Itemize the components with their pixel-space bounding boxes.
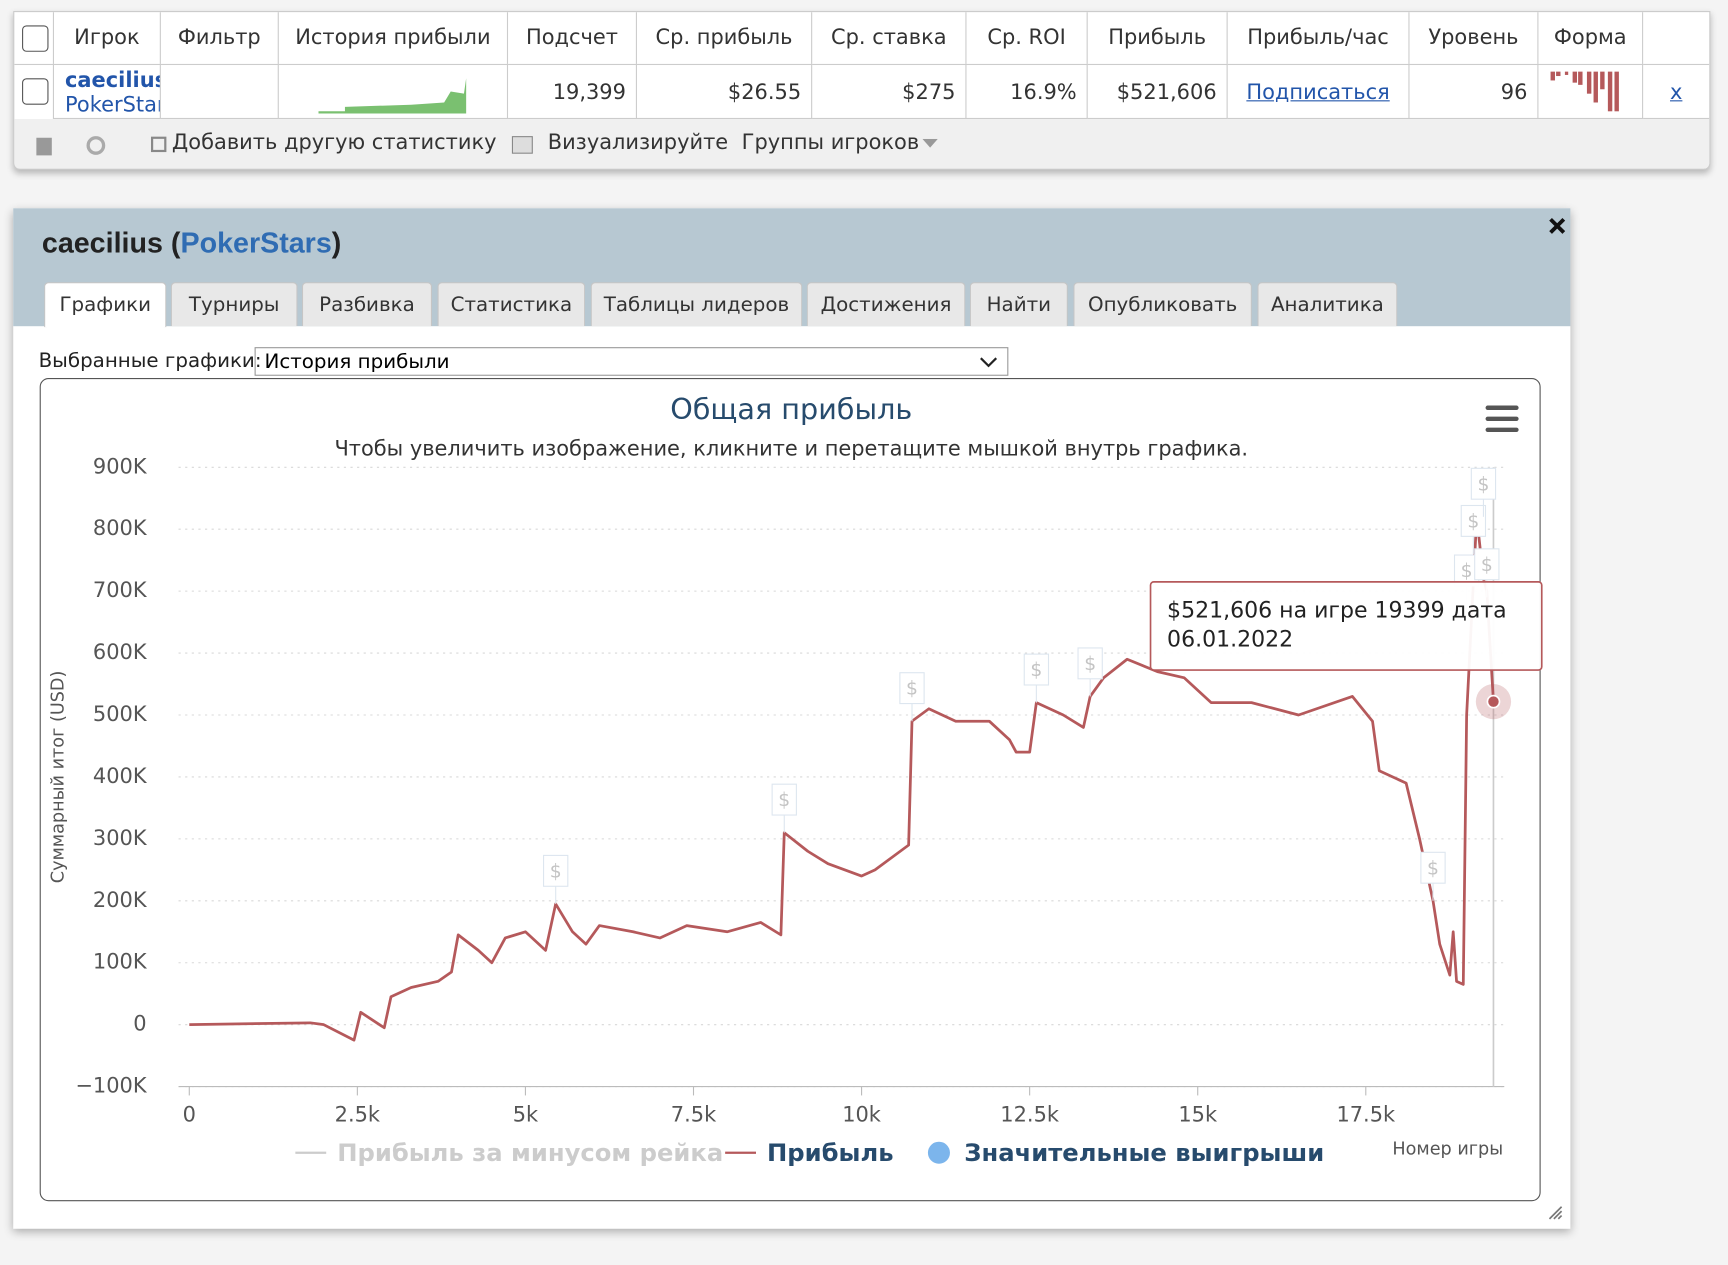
sparkline-cell [278, 63, 509, 120]
profit-cell: $521,606 [1087, 63, 1228, 120]
select-value: История прибыли [264, 350, 450, 374]
tab[interactable]: Аналитика [1257, 282, 1398, 327]
panel-header: caecilius (PokerStars) Графики Турниры Р… [13, 208, 1571, 328]
remove-cell: x [1643, 63, 1710, 120]
header: Фильтр [161, 12, 279, 64]
header-checkbox-cell [14, 12, 54, 64]
toolbar-icons [36, 136, 167, 156]
player-name: caecilius [41, 225, 163, 259]
header: Ср. ставка [812, 12, 967, 64]
form-bar-group [1550, 71, 1619, 112]
header: Уровень [1410, 12, 1539, 64]
avg-profit-cell: $26.55 [636, 63, 813, 120]
chart-frame [39, 377, 1541, 1202]
toolbar: Добавить другую статистику Визуализируйт… [14, 119, 1710, 169]
header: Прибыль [1088, 12, 1228, 64]
header [1643, 12, 1709, 64]
count-cell: 19,399 [508, 63, 637, 120]
sparkline [318, 78, 467, 114]
select-arrow [980, 357, 998, 368]
tab[interactable]: Опубликовать [1073, 282, 1252, 327]
player-link[interactable]: caecilius [65, 68, 161, 93]
close-button[interactable] [1548, 217, 1566, 235]
stats-table: Игрок Фильтр История прибыли Подсчет Ср.… [13, 11, 1711, 170]
header: Ср. ROI [966, 12, 1088, 64]
per-hour-cell: Подписаться [1227, 63, 1410, 120]
header: Прибыль/час [1228, 12, 1410, 64]
chart-select[interactable]: История прибыли [254, 347, 1009, 376]
checkbox[interactable] [22, 78, 49, 105]
player-cell: caecilius PokerStars [53, 63, 161, 120]
checkbox[interactable] [22, 25, 49, 52]
row-checkbox-cell [14, 63, 54, 120]
avg-stake-cell: $275 [812, 63, 967, 120]
select-label: Выбранные графики: [38, 349, 262, 373]
site-link[interactable]: PokerStars [180, 225, 332, 259]
form-bars [1550, 71, 1619, 112]
header: Ср. прибыль [637, 12, 813, 64]
header: Подсчет [508, 12, 637, 64]
sparkline-area [318, 78, 467, 114]
resize-handle[interactable] [1547, 1205, 1563, 1220]
filter-cell [160, 63, 279, 120]
dropdown-arrow [922, 138, 938, 148]
header: Игрок [54, 12, 161, 64]
tab[interactable]: Графики [44, 282, 167, 328]
subscribe-link[interactable]: Подписаться [1246, 80, 1390, 105]
tab[interactable]: Таблицы лидеров [590, 282, 803, 327]
tab[interactable]: Турниры [170, 282, 298, 327]
site-link[interactable]: PokerStars [65, 92, 160, 117]
panel-title: caecilius (PokerStars) [42, 226, 341, 260]
level-cell: 96 [1409, 63, 1539, 120]
remove-link[interactable]: x [1670, 80, 1683, 105]
add-stat-button[interactable]: Добавить другую статистику [171, 130, 497, 155]
refresh-icon[interactable] [86, 136, 106, 155]
header: Форма [1538, 12, 1644, 64]
paren: ) [331, 225, 342, 259]
add-icon[interactable] [150, 136, 167, 153]
tab[interactable]: Достижения [806, 282, 966, 327]
visualize-icon [511, 136, 533, 154]
paren: ( [162, 225, 181, 259]
tab[interactable]: Статистика [437, 282, 586, 327]
roi-cell: 16.9% [966, 63, 1088, 120]
header: История прибыли [279, 12, 509, 64]
tab[interactable]: Разбивка [301, 282, 432, 327]
visualize-button[interactable]: Визуализируйте [547, 130, 729, 155]
player-panel: caecilius (PokerStars) Графики Турниры Р… [13, 208, 1571, 1229]
player-groups-button[interactable]: Группы игроков [741, 130, 920, 155]
tab[interactable]: Найти [969, 282, 1068, 327]
form-cell [1538, 63, 1644, 120]
trash-icon[interactable] [36, 137, 52, 156]
